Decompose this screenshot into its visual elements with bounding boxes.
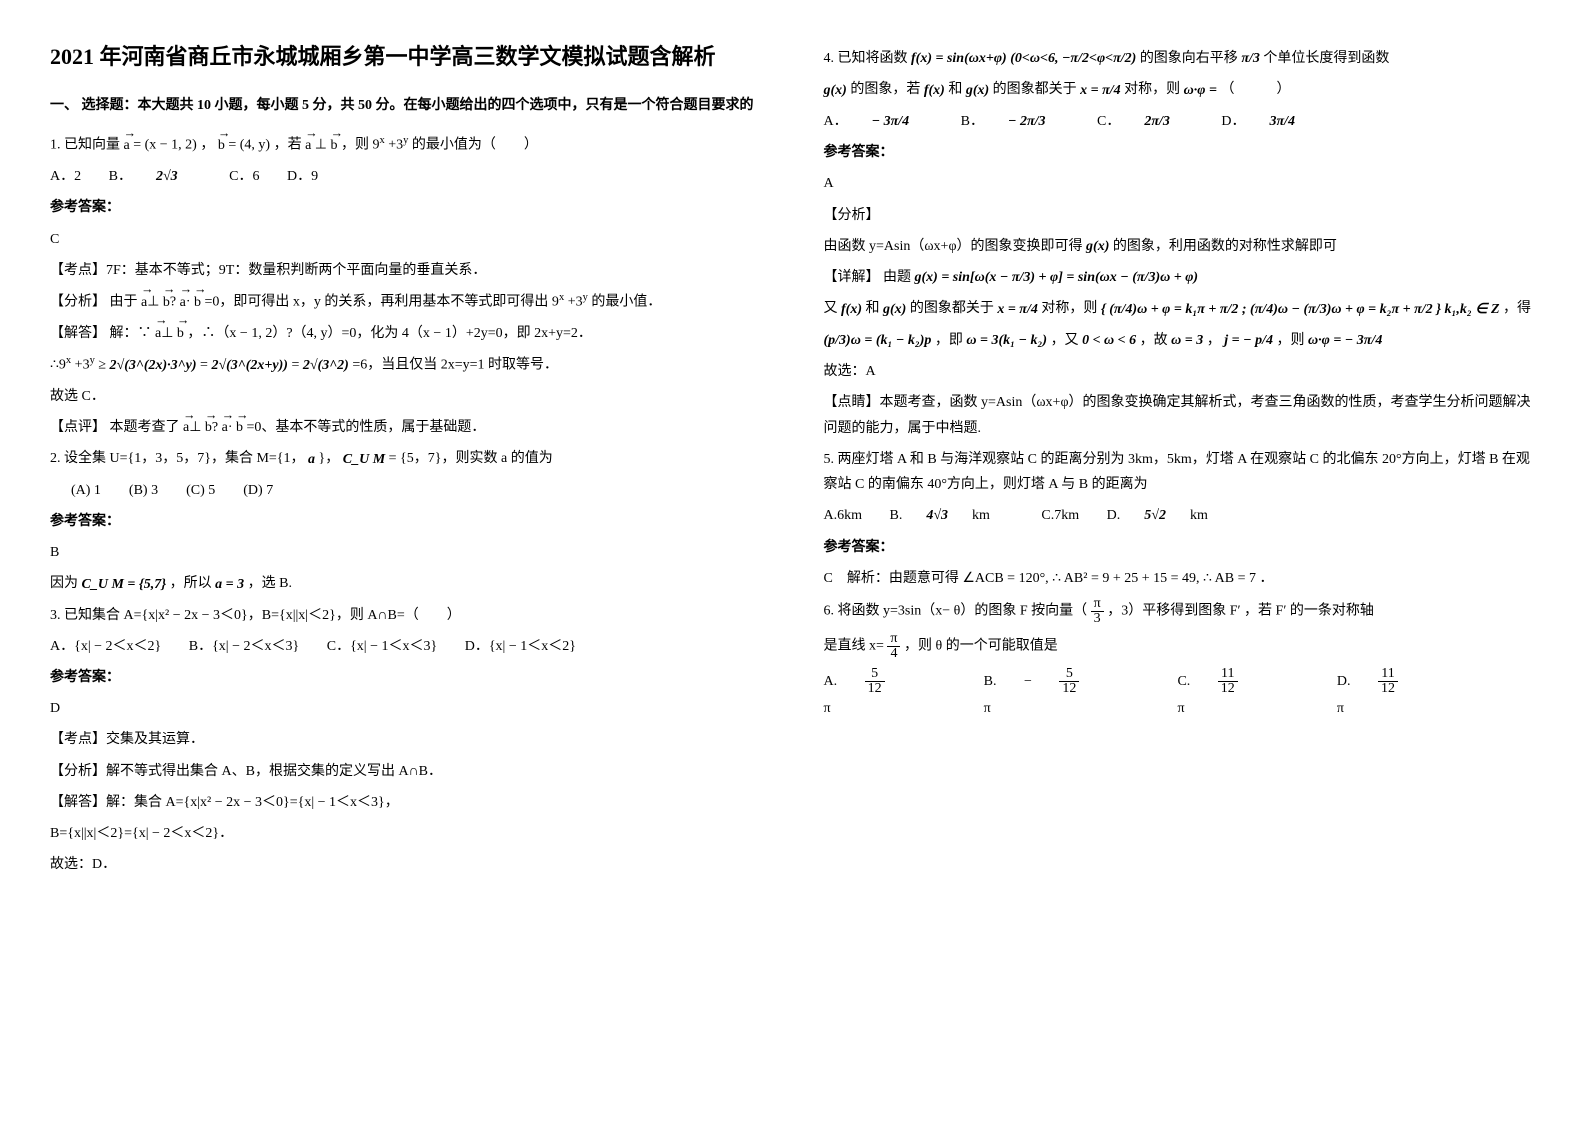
q1-jd1: 【解答】 解：∵ a⊥ b ，∴（x − 1, 2）?（4, y）=0，化为 4… <box>50 321 764 346</box>
q1-stem: 1. 已知向量 a = (x − 1, 2) ， b = (4, y) ，若 a… <box>50 132 764 158</box>
q1-stem-f: +3 <box>388 138 403 153</box>
q1-jd2: ∴9x +3y ≥ 2√(3^(2x)·3^y) = 2√(3^(2x+y)) … <box>50 352 764 378</box>
q5-ans-label: 参考答案： <box>824 535 1538 560</box>
q4-ans: A <box>824 171 1538 196</box>
q5-optB: B.4√3km <box>890 508 1014 523</box>
q4-stem2: g(x) 的图象，若 f(x) 和 g(x) 的图象都关于 x = π/4 对称… <box>824 77 1538 102</box>
q4-fx-txt: 由函数 y=Asin（ωx+φ）的图象变换即可得 g(x) 的图象，利用函数的对… <box>824 234 1538 259</box>
q2-ans-label: 参考答案： <box>50 509 764 534</box>
q3-ans-label: 参考答案： <box>50 665 764 690</box>
q4-options: A．− 3π/4 B．− 2π/3 C．2π/3 D．3π/4 <box>824 109 1538 134</box>
q4-optB: B．− 2π/3 <box>961 114 1070 129</box>
q1-stem-a: 1. 已知向量 <box>50 138 120 153</box>
q5-optA: A.6km <box>824 508 863 523</box>
q1-stem-e: ，则 9 <box>341 138 380 153</box>
q3-fx: 【分析】解不等式得出集合 A、B，根据交集的定义写出 A∩B． <box>50 759 764 784</box>
q6-vec-frac: π3 <box>1091 597 1104 626</box>
q1-stem-b: = (x − 1, 2) ， <box>133 138 214 153</box>
q5-optC: C.7km <box>1041 508 1079 523</box>
exam-title: 2021 年河南省商丘市永城城厢乡第一中学高三数学文模拟试题含解析 <box>50 40 764 73</box>
q4-ans-label: 参考答案： <box>824 140 1538 165</box>
q4-fx-label: 【分析】 <box>824 203 1538 228</box>
q1-optC: C．6 <box>229 169 259 184</box>
q1-kd: 【考点】7F：基本不等式；9T：数量积判断两个平面向量的垂直关系． <box>50 258 764 283</box>
q3-jd3: 故选：D． <box>50 852 764 877</box>
q6-stem1: 6. 将函数 y=3sin（x− θ）的图象 F 按向量（ π3 ，3）平移得到… <box>824 597 1538 626</box>
q6-stem2: 是直线 x= π4 ，则 θ 的一个可能取值是 <box>824 632 1538 661</box>
vec-a2: a <box>305 133 311 158</box>
vec-b: b <box>218 133 225 158</box>
q3-stem: 3. 已知集合 A={x|x² − 2x − 3＜0}，B={x||x|＜2}，… <box>50 603 764 628</box>
q4-xj-end: 故选：A <box>824 359 1538 384</box>
q6-optB: B. − 512π <box>984 667 1154 721</box>
q2-stem: 2. 设全集 U={1，3，5，7}，集合 M={1， a }， C_U M =… <box>50 446 764 471</box>
q4-optD: D．3π/4 <box>1221 114 1319 129</box>
q4-stem1: 4. 已知将函数 f(x) = sin(ωx+φ) (0<ω<6, −π/2<φ… <box>824 46 1538 71</box>
q3-ans: D <box>50 696 764 721</box>
q2-exp: 因为 C_U M = {5,7} ，所以 a = 3 ，选 B. <box>50 571 764 596</box>
q4-xj3: (p/3)ω = (k₁ − k₂)p ，即 ω = 3(k₁ − k₂) ，又… <box>824 328 1538 353</box>
q3-jd1: 【解答】解：集合 A={x|x² − 2x − 3＜0}={x| − 1＜x＜3… <box>50 790 764 815</box>
vec-a: a <box>124 133 130 158</box>
q5-optD: D.5√2km <box>1107 508 1232 523</box>
q6-optA: A. 512π <box>824 667 960 721</box>
q1-stem-g: 的最小值为（ ） <box>412 138 538 153</box>
q4-xj2: 又 f(x) 和 g(x) 的图象都关于 x = π/4 对称，则 { (π/4… <box>824 296 1538 321</box>
q1-dp: 【点评】 本题考查了 a⊥ b? a· b =0、基本不等式的性质，属于基础题． <box>50 415 764 440</box>
q4-xj1: 【详解】 由题 g(x) = sin[ω(x − π/3) + φ] = sin… <box>824 265 1538 290</box>
q6-optC: C. 1112π <box>1177 667 1312 721</box>
q5-stem: 5. 两座灯塔 A 和 B 与海洋观察站 C 的距离分别为 3km，5km，灯塔… <box>824 447 1538 497</box>
q3-kd: 【考点】交集及其运算． <box>50 727 764 752</box>
q3-jd2: B={x||x|＜2}={x| − 2＜x＜2}． <box>50 821 764 846</box>
q1-optA: A．2 <box>50 169 81 184</box>
vec-b2: b <box>331 133 338 158</box>
section1-heading: 一、 选择题：本大题共 10 小题，每小题 5 分，共 50 分。在每小题给出的… <box>50 93 764 118</box>
q6-optD: D. 1112π <box>1337 667 1473 721</box>
q1-optD: D．9 <box>287 169 318 184</box>
q6-axis-frac: π4 <box>887 632 900 661</box>
q1-options: A．2 B．2√3 C．6 D．9 <box>50 164 764 189</box>
q1-jd3: 故选 C． <box>50 384 764 409</box>
q5-ans: C 解析：由题意可得 ∠ACB = 120°, ∴ AB² = 9 + 25 +… <box>824 566 1538 591</box>
q2-ans: B <box>50 540 764 565</box>
q1-optB: B．2√3 <box>109 169 202 184</box>
q2-options: (A) 1 (B) 3 (C) 5 (D) 7 <box>71 478 764 503</box>
q1-ans: C <box>50 227 764 252</box>
q1-stem-c: = (4, y) ，若 <box>228 138 301 153</box>
q1-ans-label: 参考答案： <box>50 195 764 220</box>
q5-options: A.6km B.4√3km C.7km D.5√2km <box>824 503 1538 528</box>
q4-optA: A．− 3π/4 <box>824 114 934 129</box>
q3-options: A．{x| − 2＜x＜2} B．{x| − 2＜x＜3} C．{x| − 1＜… <box>50 634 764 659</box>
q6-options: A. 512π B. − 512π C. 1112π D. 1112π <box>824 667 1538 721</box>
q4-optC: C．2π/3 <box>1097 114 1194 129</box>
q4-dp: 【点睛】本题考查，函数 y=Asin（ωx+φ）的图象变换确定其解析式，考查三角… <box>824 390 1538 440</box>
